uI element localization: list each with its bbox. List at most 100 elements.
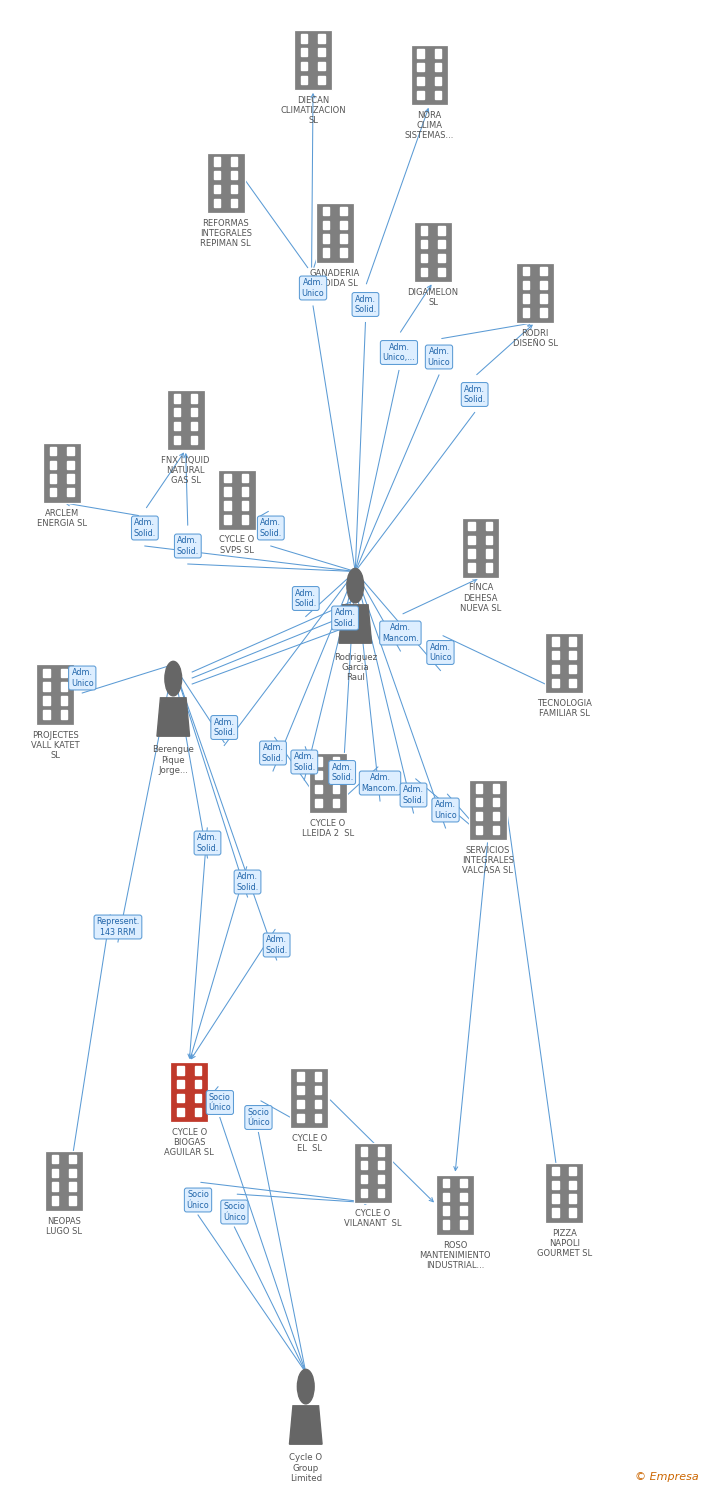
Bar: [421, 254, 427, 262]
FancyBboxPatch shape: [294, 30, 332, 90]
Bar: [301, 62, 307, 70]
Text: Adm.
Solid.: Adm. Solid.: [293, 753, 315, 771]
Bar: [340, 234, 347, 243]
Bar: [460, 1220, 467, 1228]
Bar: [378, 1188, 384, 1197]
Bar: [242, 514, 248, 523]
Bar: [52, 1155, 58, 1162]
Bar: [67, 447, 74, 454]
Bar: [435, 76, 441, 86]
Bar: [378, 1161, 384, 1170]
FancyBboxPatch shape: [207, 153, 245, 213]
Text: Adm.
Unico: Adm. Unico: [429, 644, 452, 662]
Text: CYCLE O
SVPS SL: CYCLE O SVPS SL: [219, 536, 254, 555]
FancyBboxPatch shape: [170, 1062, 208, 1122]
Bar: [318, 34, 325, 42]
Bar: [417, 50, 424, 57]
Bar: [173, 394, 180, 402]
Bar: [318, 48, 325, 57]
Bar: [52, 1168, 58, 1178]
Bar: [315, 771, 322, 780]
Bar: [52, 1182, 58, 1191]
Bar: [552, 1208, 558, 1216]
Bar: [50, 460, 56, 470]
FancyBboxPatch shape: [469, 780, 507, 840]
Bar: [43, 669, 50, 676]
Bar: [552, 664, 558, 674]
FancyBboxPatch shape: [354, 1143, 392, 1203]
Text: CYCLE O
EL  SL: CYCLE O EL SL: [292, 1134, 327, 1154]
Bar: [50, 447, 56, 454]
Bar: [297, 1086, 304, 1095]
Polygon shape: [157, 698, 189, 736]
Bar: [60, 696, 67, 705]
Bar: [323, 248, 329, 256]
Bar: [523, 294, 529, 303]
Bar: [224, 501, 231, 510]
Text: Adm.
Solid.: Adm. Solid.: [331, 764, 353, 782]
Text: RODRI
DISEÑO SL: RODRI DISEÑO SL: [513, 328, 558, 348]
Bar: [475, 798, 482, 807]
Text: CYCLE O
LLEIDA 2  SL: CYCLE O LLEIDA 2 SL: [301, 819, 354, 839]
Text: Adm.
Solid.: Adm. Solid.: [464, 386, 486, 404]
Bar: [323, 207, 329, 214]
Bar: [224, 514, 231, 523]
Bar: [213, 198, 220, 207]
FancyBboxPatch shape: [309, 753, 347, 813]
Bar: [552, 678, 558, 687]
Bar: [191, 422, 197, 430]
Bar: [43, 682, 50, 692]
Bar: [173, 435, 180, 444]
Bar: [569, 1167, 576, 1174]
Bar: [493, 798, 499, 807]
Bar: [523, 267, 529, 274]
Bar: [69, 1155, 76, 1162]
Bar: [486, 562, 492, 572]
Text: Adm.
Solid.: Adm. Solid.: [334, 609, 356, 627]
Bar: [493, 784, 499, 792]
Text: Adm.
Solid.: Adm. Solid.: [266, 936, 288, 954]
Text: Adm.
Unico,...: Adm. Unico,...: [383, 344, 415, 362]
Bar: [438, 240, 445, 249]
Bar: [67, 488, 74, 496]
Bar: [421, 267, 427, 276]
Bar: [569, 1180, 576, 1190]
FancyBboxPatch shape: [516, 262, 554, 322]
Bar: [52, 1196, 58, 1204]
Bar: [301, 48, 307, 57]
Bar: [493, 825, 499, 834]
Circle shape: [297, 1370, 314, 1404]
FancyBboxPatch shape: [36, 664, 74, 724]
Text: Adm.
Solid.: Adm. Solid.: [213, 718, 235, 736]
Bar: [438, 226, 445, 234]
Bar: [297, 1100, 304, 1108]
Text: PIZZA
NAPOLI
GOURMET SL: PIZZA NAPOLI GOURMET SL: [537, 1228, 592, 1257]
Bar: [340, 207, 347, 214]
Bar: [443, 1206, 449, 1215]
Bar: [435, 50, 441, 57]
Bar: [435, 63, 441, 72]
Text: Adm.
Unico: Adm. Unico: [301, 279, 325, 297]
Bar: [333, 771, 339, 780]
FancyBboxPatch shape: [316, 202, 354, 262]
Text: Adm.
Unico: Adm. Unico: [434, 801, 457, 819]
FancyBboxPatch shape: [45, 1150, 83, 1210]
Bar: [323, 234, 329, 243]
Bar: [194, 1080, 201, 1089]
Bar: [443, 1179, 449, 1186]
Polygon shape: [339, 604, 371, 644]
Bar: [323, 220, 329, 230]
Bar: [177, 1080, 183, 1089]
Bar: [486, 522, 492, 530]
Bar: [297, 1113, 304, 1122]
Bar: [173, 422, 180, 430]
Bar: [360, 1161, 367, 1170]
Bar: [231, 198, 237, 207]
Bar: [421, 240, 427, 249]
Bar: [67, 460, 74, 470]
Bar: [552, 1194, 558, 1203]
Bar: [314, 1113, 321, 1122]
Text: Socio
Único: Socio Único: [247, 1108, 270, 1126]
Text: SERVICIOS
INTEGRALES
VALCASA SL: SERVICIOS INTEGRALES VALCASA SL: [462, 846, 514, 874]
Bar: [69, 1182, 76, 1191]
